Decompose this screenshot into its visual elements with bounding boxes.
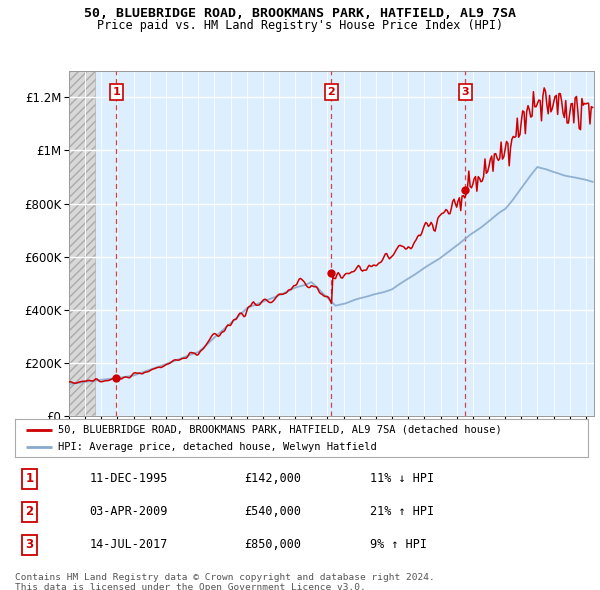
Text: 9% ↑ HPI: 9% ↑ HPI: [370, 538, 427, 552]
Text: 3: 3: [25, 538, 34, 552]
Text: £142,000: £142,000: [244, 472, 301, 486]
Text: £850,000: £850,000: [244, 538, 301, 552]
Text: This data is licensed under the Open Government Licence v3.0.: This data is licensed under the Open Gov…: [15, 583, 366, 590]
Text: £540,000: £540,000: [244, 505, 301, 519]
Text: Contains HM Land Registry data © Crown copyright and database right 2024.: Contains HM Land Registry data © Crown c…: [15, 573, 435, 582]
Text: 50, BLUEBRIDGE ROAD, BROOKMANS PARK, HATFIELD, AL9 7SA: 50, BLUEBRIDGE ROAD, BROOKMANS PARK, HAT…: [84, 7, 516, 20]
Text: 3: 3: [461, 87, 469, 97]
Text: 2: 2: [328, 87, 335, 97]
Text: 11-DEC-1995: 11-DEC-1995: [89, 472, 168, 486]
Bar: [69, 71, 95, 416]
Text: 14-JUL-2017: 14-JUL-2017: [89, 538, 168, 552]
Text: HPI: Average price, detached house, Welwyn Hatfield: HPI: Average price, detached house, Welw…: [58, 441, 377, 451]
Text: 50, BLUEBRIDGE ROAD, BROOKMANS PARK, HATFIELD, AL9 7SA (detached house): 50, BLUEBRIDGE ROAD, BROOKMANS PARK, HAT…: [58, 425, 502, 435]
Text: 11% ↓ HPI: 11% ↓ HPI: [370, 472, 434, 486]
Text: 03-APR-2009: 03-APR-2009: [89, 505, 168, 519]
Text: 2: 2: [25, 505, 34, 519]
Text: 1: 1: [112, 87, 120, 97]
Text: Price paid vs. HM Land Registry's House Price Index (HPI): Price paid vs. HM Land Registry's House …: [97, 19, 503, 32]
Text: 1: 1: [25, 472, 34, 486]
Text: 21% ↑ HPI: 21% ↑ HPI: [370, 505, 434, 519]
